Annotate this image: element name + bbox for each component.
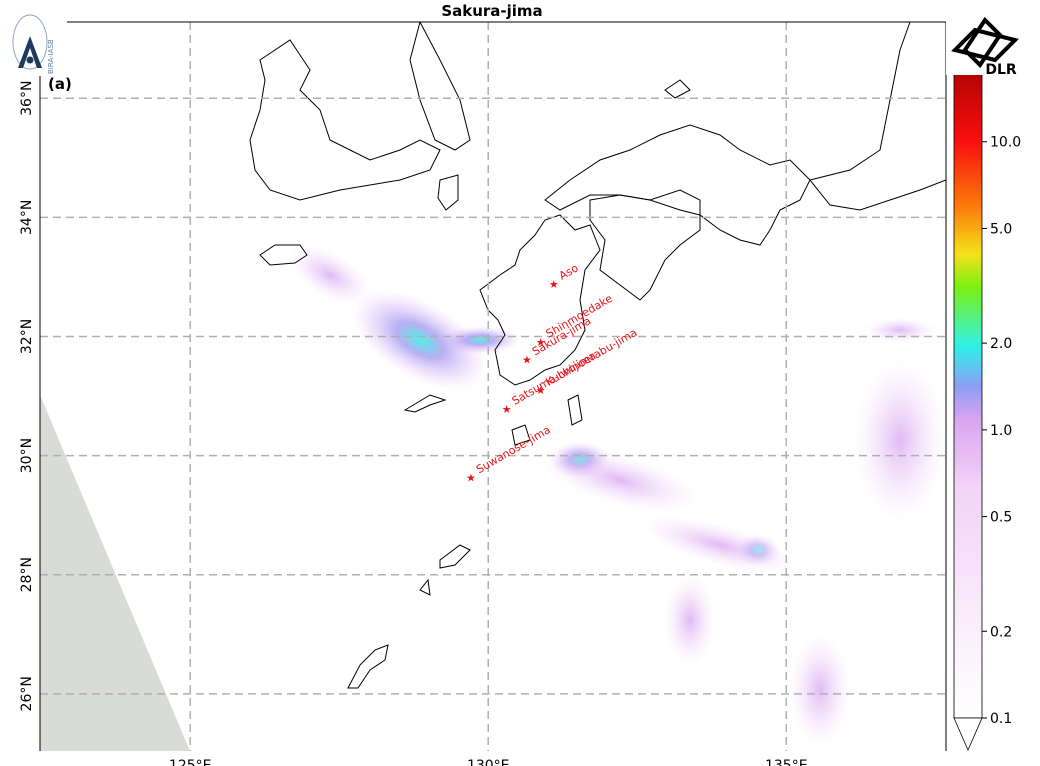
title: Sakura-jima <box>441 2 542 20</box>
x-tick-label: 135°E <box>765 758 808 766</box>
y-tick-label: 28°N <box>19 557 35 592</box>
volcano-marker: ★ <box>536 336 546 349</box>
y-tick-label: 36°N <box>19 81 35 116</box>
logo-right: DLR <box>946 12 1040 78</box>
volcano-label: Aso <box>557 261 581 282</box>
colorbar-extension <box>953 717 983 751</box>
colorbar-tick-label: 0.1 <box>990 711 1012 727</box>
volcano-marker: ★ <box>536 384 546 397</box>
y-tick-label: 30°N <box>19 438 35 473</box>
volcano-marker: ★ <box>522 354 532 367</box>
y-tick-label: 34°N <box>19 200 35 235</box>
y-tick-label: 26°N <box>19 676 35 711</box>
colorbar-tick-label: 10.0 <box>990 135 1021 151</box>
map-area: ★Aso★Shinmoedake★Sakura-jima★Satsuma-Iwo… <box>40 22 946 751</box>
coastlines <box>249 22 946 689</box>
colorbar-tick-label: 0.2 <box>990 624 1012 640</box>
colorbar-tick-label: 0.5 <box>990 510 1012 526</box>
volcano-marker: ★ <box>466 472 476 485</box>
y-tick-label: 32°N <box>19 319 35 354</box>
volcano-marker: ★ <box>502 403 512 416</box>
x-tick-label: 125°E <box>169 758 212 766</box>
plume <box>289 245 945 745</box>
x-tick-label: 130°E <box>467 758 510 766</box>
volcano-label: Suwanose-jima <box>474 423 553 476</box>
volcano-marker: ★ <box>549 278 559 291</box>
logo-left-text: BIRA-IASB <box>47 39 55 74</box>
colorbar-bar <box>953 54 983 719</box>
logo-right-text: DLR <box>985 62 1017 78</box>
panel-label: (a) <box>48 75 72 93</box>
colorbar-tick-label: 1.0 <box>990 423 1012 439</box>
colorbar-tick-label: 2.0 <box>990 336 1012 352</box>
gridlines <box>40 22 946 751</box>
logo-left: BIRA-IASB <box>0 0 66 76</box>
colorbar-tick-label: 5.0 <box>990 221 1012 237</box>
colorbar: 0.10.20.51.02.05.010.020.0 <box>953 48 1021 751</box>
no-data-area <box>40 395 190 751</box>
